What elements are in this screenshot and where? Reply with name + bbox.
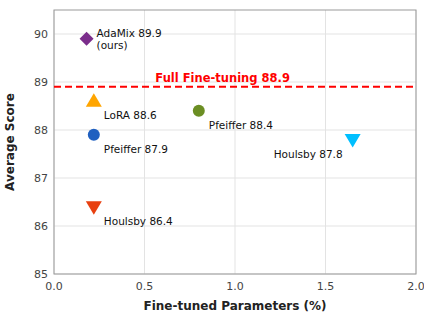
y-tick-label: 89 — [34, 76, 48, 89]
point — [86, 93, 102, 107]
y-tick-label: 88 — [34, 124, 48, 137]
point-label-line: Pfeiffer 88.4 — [209, 119, 273, 131]
y-tick-label: 87 — [34, 172, 48, 185]
y-tick-label: 85 — [34, 268, 48, 281]
point — [88, 129, 100, 141]
point — [345, 134, 361, 148]
point-label: Pfeiffer 88.4 — [209, 119, 273, 131]
point-label-line: Houlsby 87.8 — [274, 148, 343, 160]
labels: Full Fine-tuning 88.9 AdaMix 89.9(ours) Lo… — [97, 27, 343, 227]
point — [193, 105, 205, 117]
point — [86, 201, 102, 215]
point-label-line: AdaMix 89.9 — [97, 27, 162, 39]
plot-frame — [54, 10, 416, 274]
grid-line-y — [54, 178, 416, 179]
marks — [54, 32, 416, 215]
grid-line-x — [235, 10, 236, 274]
point-label: LoRA 88.6 — [104, 109, 157, 121]
point-label: Houlsby 86.4 — [104, 215, 173, 227]
x-tick-label: 2.0 — [407, 280, 424, 293]
y-tick-label: 86 — [34, 220, 48, 233]
x-axis-label: Fine-tuned Parameters (%) — [143, 299, 326, 313]
point-label: Houlsby 87.8 — [274, 148, 343, 160]
chart: 0.0 0.5 1.0 1.5 2.0 85 86 87 88 89 90 Fine-tuned Pa… — [0, 0, 424, 318]
x-tick-label: 1.5 — [317, 280, 335, 293]
y-axis-label: Average Score — [3, 93, 17, 191]
reference-line — [54, 86, 416, 88]
x-tick-label: 0.0 — [45, 280, 63, 293]
point-label-line: Pfeiffer 87.9 — [104, 143, 168, 155]
point-label-line: LoRA 88.6 — [104, 109, 157, 121]
point — [80, 32, 94, 46]
grid — [54, 10, 416, 274]
point-label-line: Houlsby 86.4 — [104, 215, 173, 227]
x-tick-label: 0.5 — [136, 280, 154, 293]
point-label: AdaMix 89.9(ours) — [97, 27, 162, 51]
point-label-line: (ours) — [97, 39, 128, 51]
reference-label: Full Fine-tuning 88.9 — [155, 71, 290, 85]
y-tick-label: 90 — [34, 28, 48, 41]
grid-line-x — [325, 10, 326, 274]
point-label: Pfeiffer 87.9 — [104, 143, 168, 155]
x-tick-label: 1.0 — [226, 280, 244, 293]
